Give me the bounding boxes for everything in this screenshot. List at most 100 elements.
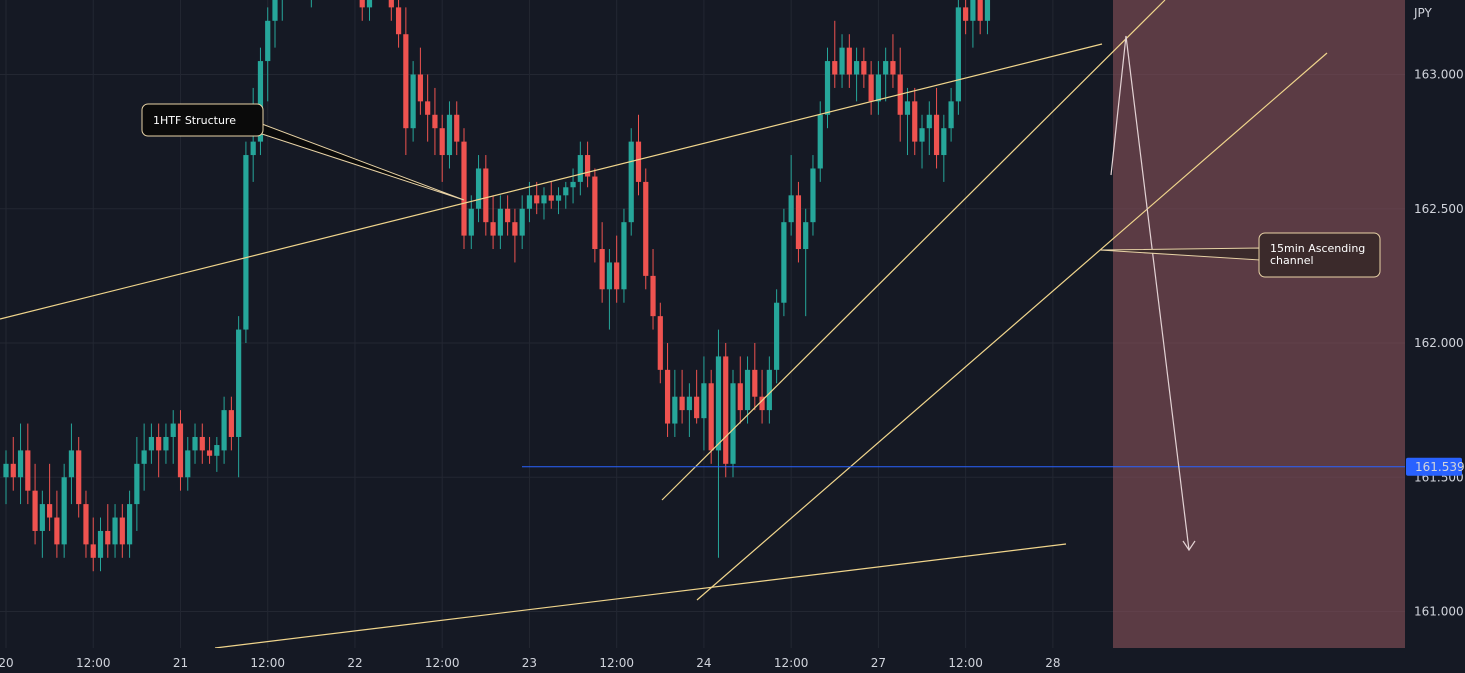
candle-body [795,195,802,250]
candle-body [650,275,656,317]
time-tick-label: 12:00 [774,656,809,670]
candle-body [112,517,118,545]
candle-body [439,128,445,156]
candle-body [90,544,96,558]
time-tick-label: 27 [871,656,886,670]
projection-zone-rect [1113,0,1405,648]
currency-label: JPY [1413,6,1433,20]
candle-body [410,74,416,129]
candle-body [912,101,918,142]
candle-body [141,450,147,464]
candle-body [635,141,642,182]
candle-body [432,114,438,129]
candle-body [119,517,125,545]
channel-label-line: 15min Ascending [1270,242,1365,255]
candle-body [76,450,82,505]
channel-lower-line [696,52,1328,601]
candle-body [97,530,104,558]
candle-body [454,114,460,142]
candle-body [25,450,31,491]
candle-body [933,114,940,156]
candle-body [17,450,24,478]
htf-structure-label: 1HTF Structure [153,114,236,127]
projection-arrow-head [1182,540,1196,552]
candle-body [483,168,489,223]
candle-body [395,7,402,35]
candle-body [468,208,474,236]
candle-body [788,195,794,223]
candle-body [61,477,67,545]
candle-body [621,222,627,290]
candle-body [672,396,678,424]
candle-body [134,463,140,505]
time-tick-label: 21 [173,656,188,670]
candle-body [512,222,518,236]
candle-body [497,208,503,236]
candle-body [388,0,394,8]
candle-body [752,369,758,397]
channel-upper-line [661,0,1166,501]
time-tick-label: 24 [696,656,711,670]
candle-body [868,74,874,102]
time-tick-label: 12:00 [948,656,983,670]
candle-body [955,7,961,102]
candle-body [941,128,947,156]
price-tick-label: 163.000 [1414,68,1464,82]
candle-body [614,262,620,290]
candle-body [817,114,823,169]
candle-body [606,262,613,290]
candle-body [236,329,242,437]
candle-body [781,222,787,303]
candle-body [599,249,605,290]
htf-lower-trendline [214,543,1067,649]
candle-body [919,128,925,142]
candle-body [177,423,184,478]
candle-body [257,61,264,142]
candle-body [853,61,860,75]
candle-body [824,61,831,115]
candle-body [570,181,576,188]
candle-body [832,61,838,75]
candle-body [723,356,729,464]
candle-body [774,302,780,370]
candle-body [577,155,583,182]
candle-body [425,101,431,115]
candle-body [664,369,671,424]
candle-body [148,436,154,451]
candle-body [475,168,482,209]
candle-body [185,450,191,478]
candle-body [170,423,176,437]
level-price-label: 161.539 [1415,460,1465,474]
time-tick-label: 12:00 [76,656,111,670]
candle-body [192,436,198,451]
candle-body [686,396,692,411]
candle-body [592,176,598,250]
candle-body [272,0,278,21]
time-tick-label: 12:00 [425,656,460,670]
price-axis[interactable]: JPY161.000161.500162.000162.500163.00016… [1351,0,1465,673]
candle-body [243,155,249,330]
candle-body [359,0,365,8]
channel-label-line: channel [1270,254,1314,267]
time-tick-label: 23 [522,656,537,670]
candle-body [759,396,765,411]
time-axis[interactable]: 20 12:00 21 12:00 22 12:00 23 12:00 24 12:00 27 12:… [0,648,1405,673]
candle-body [890,61,896,75]
candle-body [875,74,881,102]
time-tick-label: 28 [1045,656,1060,670]
candle-body [548,195,554,201]
candle-body [68,450,75,478]
candle-body [534,195,540,204]
candle-body [585,155,591,177]
candle-body [694,396,700,419]
candle-body [861,61,867,75]
candle-body [519,208,525,236]
time-tick-label: 12:00 [599,656,634,670]
price-tick-label: 162.500 [1414,202,1464,216]
candle-body [963,7,969,21]
candle-body [54,517,60,545]
candle-body [32,490,38,531]
candle-body [628,141,634,223]
candle-body [417,74,423,102]
